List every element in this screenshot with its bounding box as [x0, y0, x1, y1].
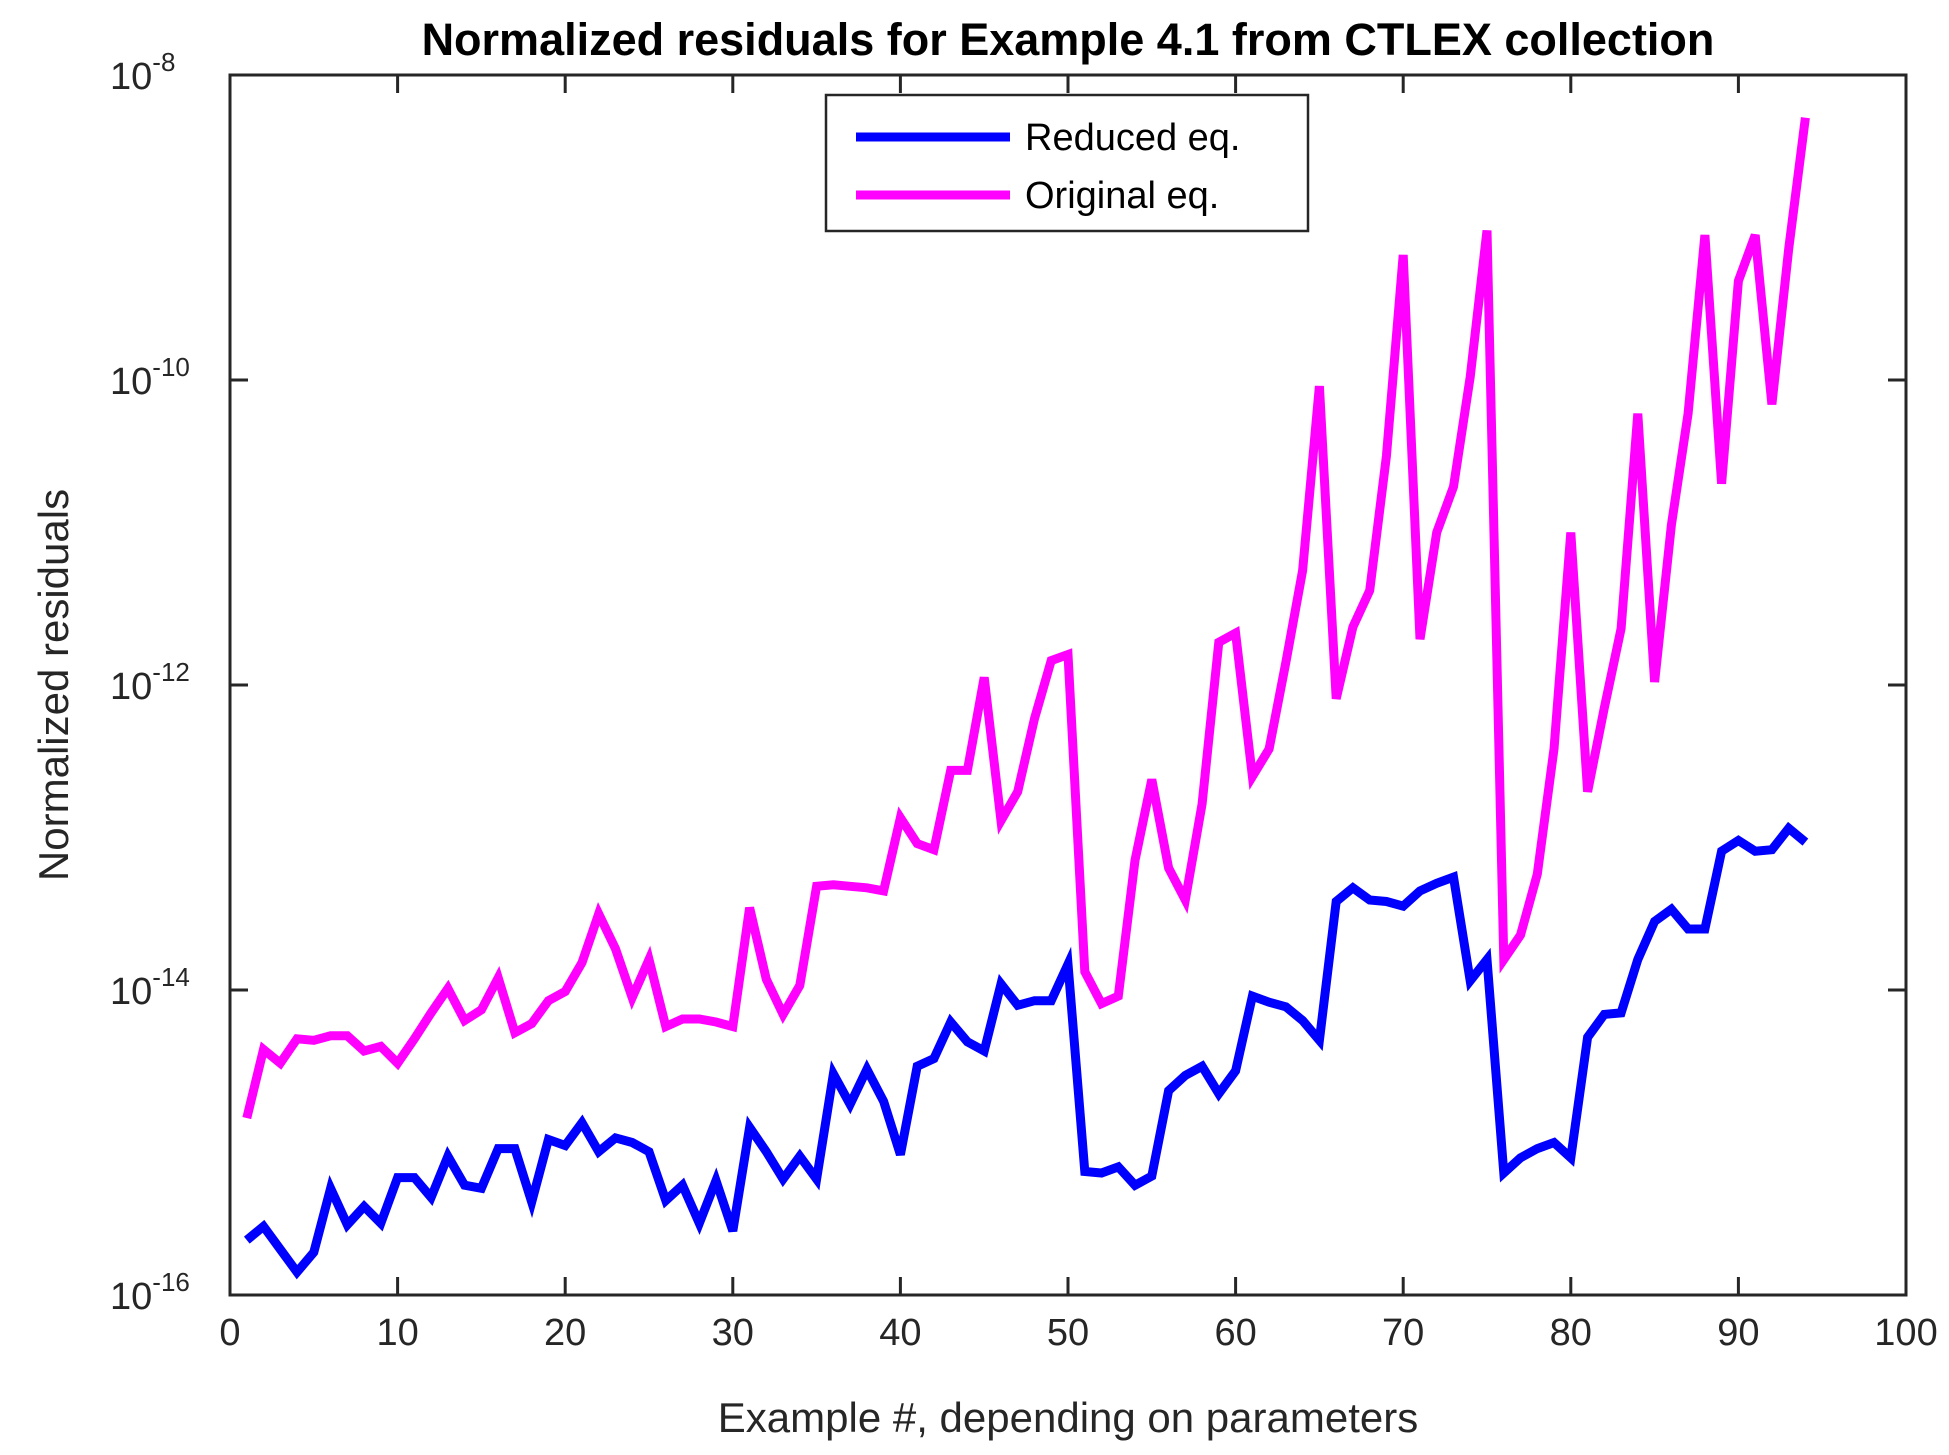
legend-label-original: Original eq. [1025, 175, 1219, 217]
legend-box [824, 93, 1310, 233]
x-tick-label: 40 [879, 1312, 921, 1354]
chart-title: Normalized residuals for Example 4.1 fro… [422, 14, 1715, 65]
x-tick-label: 70 [1382, 1312, 1424, 1354]
x-tick-label: 90 [1717, 1312, 1759, 1354]
y-tick-label: 10-8 [110, 47, 175, 98]
y-tick-label: 10-16 [110, 1267, 190, 1318]
x-axis-label: Example #, depending on parameters [718, 1394, 1418, 1441]
y-tick-label: 10-12 [110, 657, 190, 708]
original-eq-line [242, 117, 1810, 1120]
x-tick-label: 30 [712, 1312, 754, 1354]
x-tick-label: 100 [1874, 1312, 1937, 1354]
x-tick-label: 60 [1214, 1312, 1256, 1354]
y-tick-label: 10-10 [110, 352, 190, 403]
y-tick-label: 10-14 [110, 962, 190, 1013]
legend: Reduced eq. Original eq. [824, 93, 1310, 233]
tick-layer: 0 10 20 30 40 50 60 70 80 90 100 10-16 10-14 10-12 10-… [110, 47, 1938, 1354]
series-layer [242, 117, 1810, 1280]
legend-label-reduced: Reduced eq. [1025, 117, 1241, 159]
x-tick-label: 50 [1047, 1312, 1089, 1354]
x-tick-label: 20 [544, 1312, 586, 1354]
reduced-eq-line [243, 821, 1809, 1280]
x-tick-label: 0 [219, 1312, 240, 1354]
x-tick-label: 10 [376, 1312, 418, 1354]
x-tick-label: 80 [1550, 1312, 1592, 1354]
y-axis-label: Normalized residuals [30, 489, 77, 881]
